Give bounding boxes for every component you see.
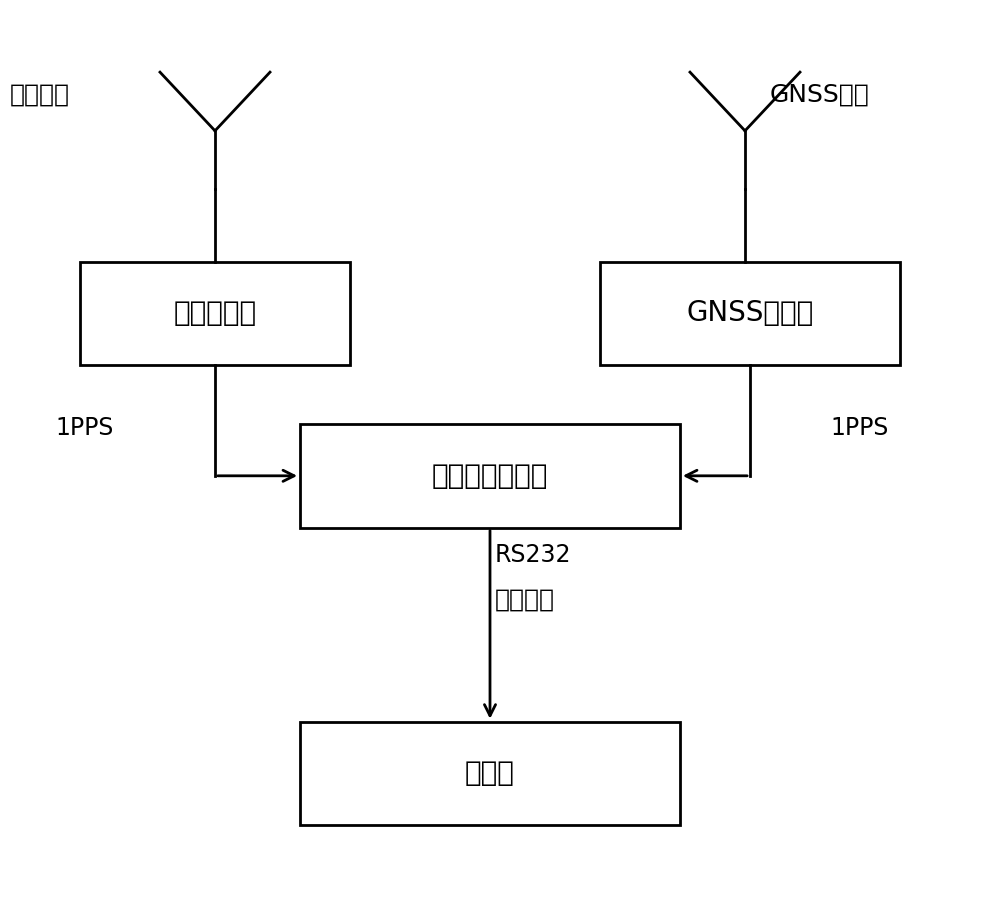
Bar: [300, 722, 680, 825]
Text: 1PPS: 1PPS: [55, 417, 113, 440]
Bar: [80, 262, 350, 365]
Text: RS232: RS232: [495, 543, 572, 566]
Bar: [600, 262, 900, 365]
Text: 长波接收机: 长波接收机: [173, 299, 257, 327]
Text: 工控机: 工控机: [465, 759, 515, 787]
Text: GNSS天线: GNSS天线: [770, 83, 870, 106]
Text: 时间间隔计数器: 时间间隔计数器: [432, 462, 548, 490]
Text: GNSS接收机: GNSS接收机: [686, 299, 814, 327]
Text: 1PPS: 1PPS: [830, 417, 888, 440]
Text: 长波天线: 长波天线: [10, 83, 70, 106]
Text: 时差数据: 时差数据: [495, 588, 555, 612]
Bar: [300, 424, 680, 528]
